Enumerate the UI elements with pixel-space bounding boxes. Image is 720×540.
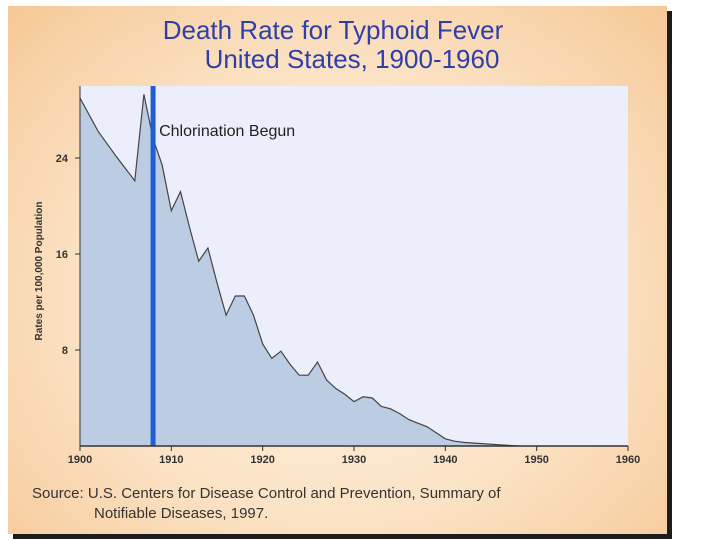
data-point-1940 [444, 437, 447, 440]
data-point-1931 [362, 395, 365, 398]
series-area [80, 94, 519, 447]
y-tick-label-8: 8 [62, 345, 68, 357]
data-point-1911 [179, 190, 182, 193]
x-tick-label-1930: 1930 [342, 454, 366, 466]
data-point-1928 [334, 387, 337, 390]
x-tick-label-1940: 1940 [433, 454, 457, 466]
chart-title: Death Rate for Typhoid Fever United Stat… [8, 16, 658, 74]
data-point-1904 [115, 155, 118, 158]
data-point-1926 [316, 361, 319, 364]
chart-title-line-2: United States, 1900-1960 [204, 44, 500, 74]
data-point-1933 [380, 405, 383, 408]
data-point-1906 [133, 179, 136, 182]
y-tick-label-16: 16 [56, 249, 68, 261]
data-point-1912 [188, 226, 191, 229]
x-tick-label-1950: 1950 [524, 454, 548, 466]
y-tick-label-24: 24 [56, 153, 69, 165]
x-tick-label-1960: 1960 [616, 454, 640, 466]
data-point-1942 [462, 441, 465, 444]
data-point-1932 [371, 397, 374, 400]
data-point-1920 [261, 343, 264, 346]
data-point-1910 [170, 209, 173, 212]
data-point-1921 [270, 357, 273, 360]
data-point-1929 [343, 393, 346, 396]
data-point-1934 [389, 407, 392, 410]
data-point-1924 [298, 374, 301, 377]
data-point-1916 [225, 314, 228, 317]
source-line-2: Notifiable Diseases, 1997. [94, 505, 269, 522]
data-point-1918 [243, 295, 246, 298]
data-point-1937 [416, 422, 419, 425]
source-note: Source: U.S. Centers for Disease Control… [32, 484, 632, 524]
series-line [79, 94, 519, 447]
data-point-1915 [216, 281, 219, 284]
data-point-1939 [435, 431, 438, 434]
data-point-1902 [97, 130, 100, 133]
data-point-1930 [353, 400, 356, 403]
slide-background: Death Rate for Typhoid Fever United Stat… [8, 6, 667, 534]
data-point-1925 [307, 374, 310, 377]
data-point-1941 [453, 440, 456, 443]
y-axis-label: Rates per 100,000 Population [34, 202, 45, 341]
chart-title-line-1: Death Rate for Typhoid Fever [162, 15, 504, 45]
data-point-1917 [234, 295, 237, 298]
data-point-1913 [197, 260, 200, 263]
data-point-1944 [480, 442, 483, 445]
x-tick-label-1900: 1900 [68, 454, 92, 466]
data-point-1914 [206, 247, 209, 250]
data-point-1927 [325, 379, 328, 382]
data-point-1938 [426, 425, 429, 428]
source-line-1: Source: U.S. Centers for Disease Control… [32, 485, 501, 502]
data-point-1922 [279, 350, 282, 353]
annotation-label: Chlorination Begun [159, 123, 295, 140]
data-point-1919 [252, 314, 255, 317]
data-point-1923 [289, 363, 292, 366]
typhoid-area-chart: Chlorination Begun 1900 1910 1920 1930 1940 1… [34, 86, 640, 466]
data-point-1907 [142, 93, 145, 96]
data-point-1909 [161, 164, 164, 167]
data-point-1936 [407, 418, 410, 421]
data-point-1935 [398, 412, 401, 415]
x-tick-label-1910: 1910 [159, 454, 183, 466]
x-tick-label-1920: 1920 [250, 454, 274, 466]
